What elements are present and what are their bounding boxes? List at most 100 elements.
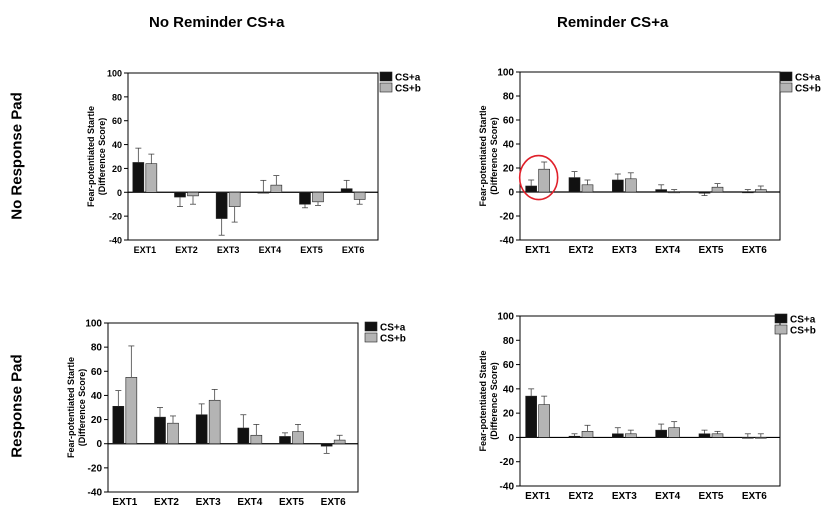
plot-frame (107, 322, 359, 493)
legend-swatch (364, 332, 378, 343)
x-tick-label: EXT5 (300, 245, 323, 255)
legend-swatch (364, 321, 378, 332)
bar-csb-ext1 (538, 168, 550, 193)
bar-csb-ext4 (270, 184, 283, 193)
legend-swatch (774, 313, 788, 324)
legend-label: CS+b (380, 334, 406, 345)
bar-csa-ext5 (279, 436, 291, 445)
bar-csa-ext1 (525, 395, 537, 438)
y-tick-label: 0 (96, 439, 102, 450)
y-tick-label: 100 (107, 69, 122, 79)
bar-csa-ext3 (612, 179, 624, 193)
legend-label: CS+a (790, 315, 816, 326)
bar-csb-ext6 (353, 191, 366, 200)
bar-csa-ext2 (568, 177, 581, 193)
plot-frame (127, 72, 379, 241)
y-axis-label-line: (Difference Score) (97, 118, 107, 196)
x-tick-label: EXT3 (612, 491, 637, 502)
legend-label: CS+b (395, 84, 421, 95)
y-tick-label: 20 (91, 415, 103, 426)
bar-csa-ext2 (174, 191, 186, 198)
legend-label: CS+a (380, 323, 406, 334)
y-axis-label-line: Fear-potentiated Startle (66, 357, 76, 458)
y-tick-label: 40 (503, 140, 515, 151)
highlight-circle (518, 154, 559, 201)
y-axis-label-line: (Difference Score) (77, 369, 87, 447)
y-axis-label-line: Fear-potentiated Startle (478, 105, 488, 206)
y-axis-label-line: (Difference Score) (489, 362, 499, 440)
x-tick-label: EXT1 (134, 245, 157, 255)
bar-csb-ext2 (187, 191, 199, 197)
bar-csb-ext5 (711, 186, 724, 193)
bar-csb-ext3 (228, 191, 241, 207)
legend-label: CS+b (795, 84, 821, 95)
y-axis-label: Fear-potentiated Startle(Difference Scor… (478, 350, 499, 451)
y-tick-label: 0 (508, 188, 514, 199)
y-tick-label: 60 (503, 116, 515, 127)
bar-csb-ext2 (581, 431, 594, 438)
x-tick-label: EXT6 (742, 245, 767, 256)
bar-csb-ext1 (145, 163, 158, 193)
x-tick-label: EXT4 (259, 245, 282, 255)
bar-csb-ext3 (625, 433, 637, 438)
y-tick-label: -20 (109, 212, 122, 222)
bar-csa-ext4 (655, 189, 667, 193)
x-tick-label: EXT5 (698, 491, 723, 502)
bar-csa-ext5 (698, 191, 711, 194)
y-tick-label: 80 (112, 92, 122, 102)
y-tick-label: -20 (500, 212, 515, 223)
y-tick-label: 0 (117, 188, 122, 198)
y-tick-label: -20 (88, 463, 103, 474)
x-tick-label: EXT2 (568, 491, 593, 502)
row-title-response-pad: Response Pad (8, 354, 26, 458)
legend-swatch (779, 82, 793, 93)
bar-csb-ext4 (668, 427, 680, 438)
y-tick-label: 80 (91, 343, 103, 354)
legend-label: CS+a (395, 73, 421, 84)
bar-csa-ext2 (154, 416, 166, 445)
column-title-reminder: Reminder CS+a (557, 14, 669, 31)
y-tick-label: 100 (497, 312, 514, 323)
y-tick-label: 60 (91, 367, 103, 378)
chart-no-reminder-response-pad: -40 -20 0 20 40 60 80 100 Fear-potentiated Start… (66, 319, 406, 506)
chart-reminder-response-pad: -40 -20 0 20 40 60 80 100 Fear-potentiated Start… (478, 312, 816, 503)
x-tick-label: EXT5 (698, 245, 723, 256)
y-tick-label: 60 (503, 360, 515, 371)
y-tick-label: -20 (500, 457, 515, 468)
y-tick-label: -40 (500, 236, 515, 247)
chart-no-reminder-no-response-pad: -40 -20 0 20 40 60 80 100 Fear-potentiated Start… (86, 69, 421, 256)
y-tick-label: 80 (503, 336, 515, 347)
bar-csb-ext1 (125, 377, 138, 445)
y-axis-label: Fear-potentiated Startle(Difference Scor… (478, 105, 499, 206)
y-tick-label: 0 (508, 433, 514, 444)
bar-csa-ext6 (742, 437, 754, 439)
y-tick-label: -40 (500, 482, 515, 493)
y-tick-label: -40 (88, 488, 103, 499)
x-tick-label: EXT3 (196, 497, 221, 506)
x-tick-label: EXT4 (655, 245, 680, 256)
plot-frame (519, 315, 781, 487)
y-tick-label: 60 (112, 116, 122, 126)
bar-csb-ext6 (755, 437, 767, 439)
bar-csb-ext3 (208, 399, 221, 445)
bar-csa-ext6 (340, 188, 353, 193)
bar-csa-ext4 (655, 429, 667, 438)
bar-csa-ext6 (742, 191, 754, 194)
x-tick-label: EXT5 (279, 497, 304, 506)
bar-csa-ext3 (612, 433, 624, 438)
y-tick-label: 100 (85, 319, 102, 330)
y-axis-label-line: Fear-potentiated Startle (478, 350, 488, 451)
bar-csa-ext1 (525, 185, 537, 193)
x-tick-label: EXT3 (217, 245, 240, 255)
row-title-no-response-pad: No Response Pad (8, 92, 26, 220)
x-tick-label: EXT6 (342, 245, 365, 255)
x-tick-label: EXT6 (321, 497, 346, 506)
bar-csa-ext3 (195, 414, 208, 445)
bar-csa-ext5 (299, 191, 311, 205)
bar-csa-ext6 (320, 443, 333, 447)
bar-csa-ext4 (237, 427, 250, 445)
y-axis-label-line: Fear-potentiated Startle (86, 106, 96, 207)
legend-label: CS+b (790, 326, 816, 337)
bar-csb-ext2 (167, 422, 179, 445)
legend-swatch (779, 71, 793, 82)
